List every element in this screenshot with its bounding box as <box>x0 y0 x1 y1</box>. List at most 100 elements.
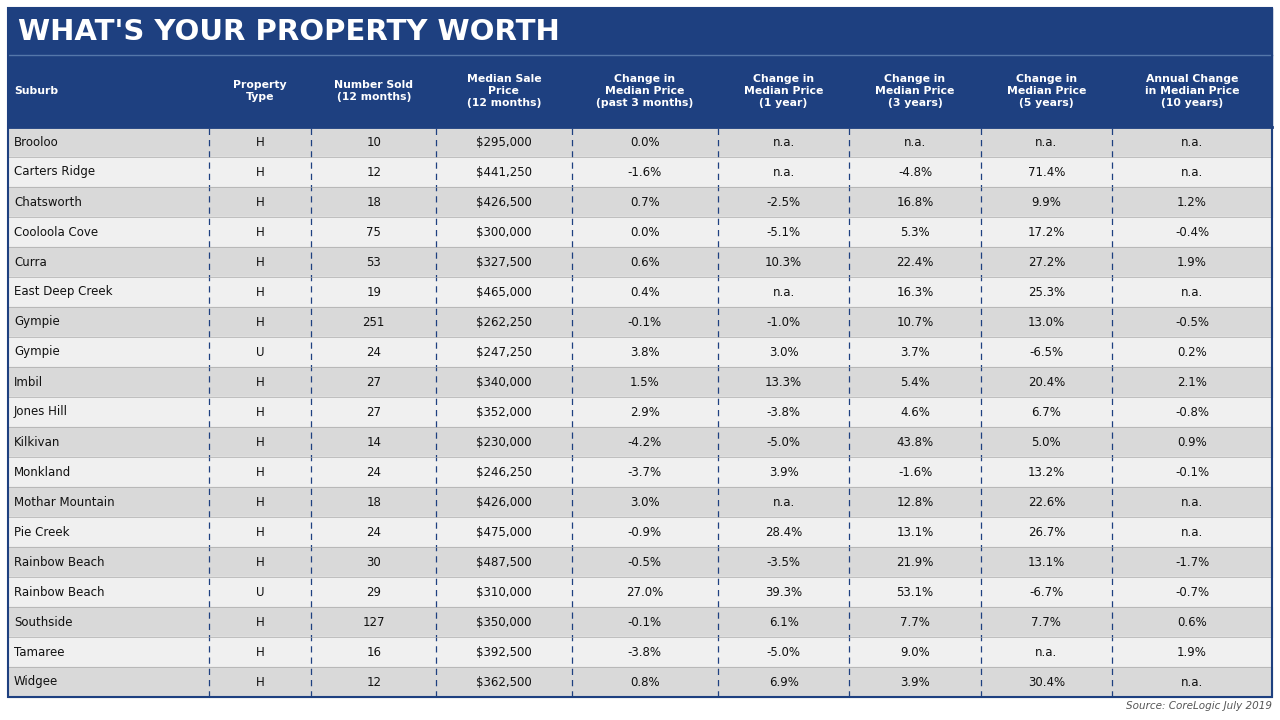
Text: n.a.: n.a. <box>1036 646 1057 659</box>
Text: Curra: Curra <box>14 256 47 269</box>
Bar <box>8 427 1272 457</box>
Text: 5.0%: 5.0% <box>1032 436 1061 449</box>
Text: n.a.: n.a. <box>1181 135 1203 148</box>
Text: 7.7%: 7.7% <box>1032 616 1061 629</box>
Text: H: H <box>256 526 265 539</box>
Text: 29: 29 <box>366 585 381 598</box>
Text: Number Sold
(12 months): Number Sold (12 months) <box>334 80 413 102</box>
Bar <box>8 607 1272 637</box>
Text: $230,000: $230,000 <box>476 436 531 449</box>
Text: Cooloola Cove: Cooloola Cove <box>14 225 99 238</box>
Text: 9.9%: 9.9% <box>1032 196 1061 209</box>
Text: -5.1%: -5.1% <box>767 225 801 238</box>
Text: 0.4%: 0.4% <box>630 286 659 299</box>
Text: 3.7%: 3.7% <box>900 346 929 359</box>
Text: H: H <box>256 225 265 238</box>
Text: 43.8%: 43.8% <box>896 436 933 449</box>
Text: H: H <box>256 256 265 269</box>
Text: -3.7%: -3.7% <box>627 466 662 479</box>
Text: -1.0%: -1.0% <box>767 315 801 328</box>
Text: 7.7%: 7.7% <box>900 616 931 629</box>
Bar <box>8 397 1272 427</box>
Bar <box>8 157 1272 187</box>
Text: -1.7%: -1.7% <box>1175 556 1210 569</box>
Text: n.a.: n.a. <box>773 166 795 179</box>
Text: 6.9%: 6.9% <box>769 675 799 688</box>
Text: n.a.: n.a. <box>1181 166 1203 179</box>
Text: H: H <box>256 495 265 508</box>
Text: H: H <box>256 135 265 148</box>
Text: 0.6%: 0.6% <box>1178 616 1207 629</box>
Text: 71.4%: 71.4% <box>1028 166 1065 179</box>
Text: n.a.: n.a. <box>1181 526 1203 539</box>
Text: -0.1%: -0.1% <box>627 616 662 629</box>
Text: n.a.: n.a. <box>773 286 795 299</box>
Bar <box>8 547 1272 577</box>
Text: H: H <box>256 616 265 629</box>
Text: 28.4%: 28.4% <box>765 526 803 539</box>
Text: -6.5%: -6.5% <box>1029 346 1064 359</box>
Text: -0.5%: -0.5% <box>627 556 662 569</box>
Text: 13.3%: 13.3% <box>765 376 803 389</box>
Text: 10.3%: 10.3% <box>765 256 803 269</box>
Bar <box>8 217 1272 247</box>
Text: 53.1%: 53.1% <box>896 585 933 598</box>
Text: $300,000: $300,000 <box>476 225 531 238</box>
Text: Source: CoreLogic July 2019: Source: CoreLogic July 2019 <box>1126 701 1272 711</box>
Text: 25.3%: 25.3% <box>1028 286 1065 299</box>
Text: 3.9%: 3.9% <box>900 675 929 688</box>
Text: -3.5%: -3.5% <box>767 556 800 569</box>
Bar <box>8 667 1272 697</box>
Text: 27.0%: 27.0% <box>626 585 663 598</box>
Text: 24: 24 <box>366 526 381 539</box>
Text: H: H <box>256 466 265 479</box>
Text: Change in
Median Price
(5 years): Change in Median Price (5 years) <box>1007 74 1087 107</box>
Text: $246,250: $246,250 <box>476 466 532 479</box>
Text: Tamaree: Tamaree <box>14 646 64 659</box>
Text: 21.9%: 21.9% <box>896 556 933 569</box>
Text: -0.5%: -0.5% <box>1175 315 1210 328</box>
Text: Property
Type: Property Type <box>233 80 287 102</box>
Text: WHAT'S YOUR PROPERTY WORTH: WHAT'S YOUR PROPERTY WORTH <box>18 17 559 45</box>
Bar <box>8 127 1272 157</box>
Text: -1.6%: -1.6% <box>897 466 932 479</box>
Text: Kilkivan: Kilkivan <box>14 436 60 449</box>
Text: $465,000: $465,000 <box>476 286 531 299</box>
Text: 12: 12 <box>366 166 381 179</box>
Text: $362,500: $362,500 <box>476 675 531 688</box>
Text: 1.9%: 1.9% <box>1178 646 1207 659</box>
Text: $475,000: $475,000 <box>476 526 531 539</box>
Text: 0.6%: 0.6% <box>630 256 659 269</box>
Text: 53: 53 <box>366 256 381 269</box>
Bar <box>8 517 1272 547</box>
Text: Change in
Median Price
(past 3 months): Change in Median Price (past 3 months) <box>596 74 694 107</box>
Text: $426,500: $426,500 <box>476 196 531 209</box>
Text: 16.8%: 16.8% <box>896 196 933 209</box>
Text: 0.2%: 0.2% <box>1178 346 1207 359</box>
Text: 26.7%: 26.7% <box>1028 526 1065 539</box>
Text: 4.6%: 4.6% <box>900 405 931 418</box>
Text: $310,000: $310,000 <box>476 585 531 598</box>
Text: 0.8%: 0.8% <box>630 675 659 688</box>
Text: n.a.: n.a. <box>773 495 795 508</box>
Text: 24: 24 <box>366 466 381 479</box>
Text: 39.3%: 39.3% <box>765 585 803 598</box>
Text: Widgee: Widgee <box>14 675 59 688</box>
Text: H: H <box>256 286 265 299</box>
Text: Rainbow Beach: Rainbow Beach <box>14 585 105 598</box>
Text: n.a.: n.a. <box>1181 495 1203 508</box>
Text: Brooloo: Brooloo <box>14 135 59 148</box>
Bar <box>8 247 1272 277</box>
Text: 14: 14 <box>366 436 381 449</box>
Text: 18: 18 <box>366 196 381 209</box>
Text: 22.4%: 22.4% <box>896 256 933 269</box>
Text: 0.9%: 0.9% <box>1178 436 1207 449</box>
Bar <box>8 577 1272 607</box>
Text: $426,000: $426,000 <box>476 495 531 508</box>
Text: 127: 127 <box>362 616 385 629</box>
Text: $327,500: $327,500 <box>476 256 531 269</box>
Text: -0.7%: -0.7% <box>1175 585 1210 598</box>
Text: $392,500: $392,500 <box>476 646 531 659</box>
Text: H: H <box>256 405 265 418</box>
Text: U: U <box>256 346 264 359</box>
